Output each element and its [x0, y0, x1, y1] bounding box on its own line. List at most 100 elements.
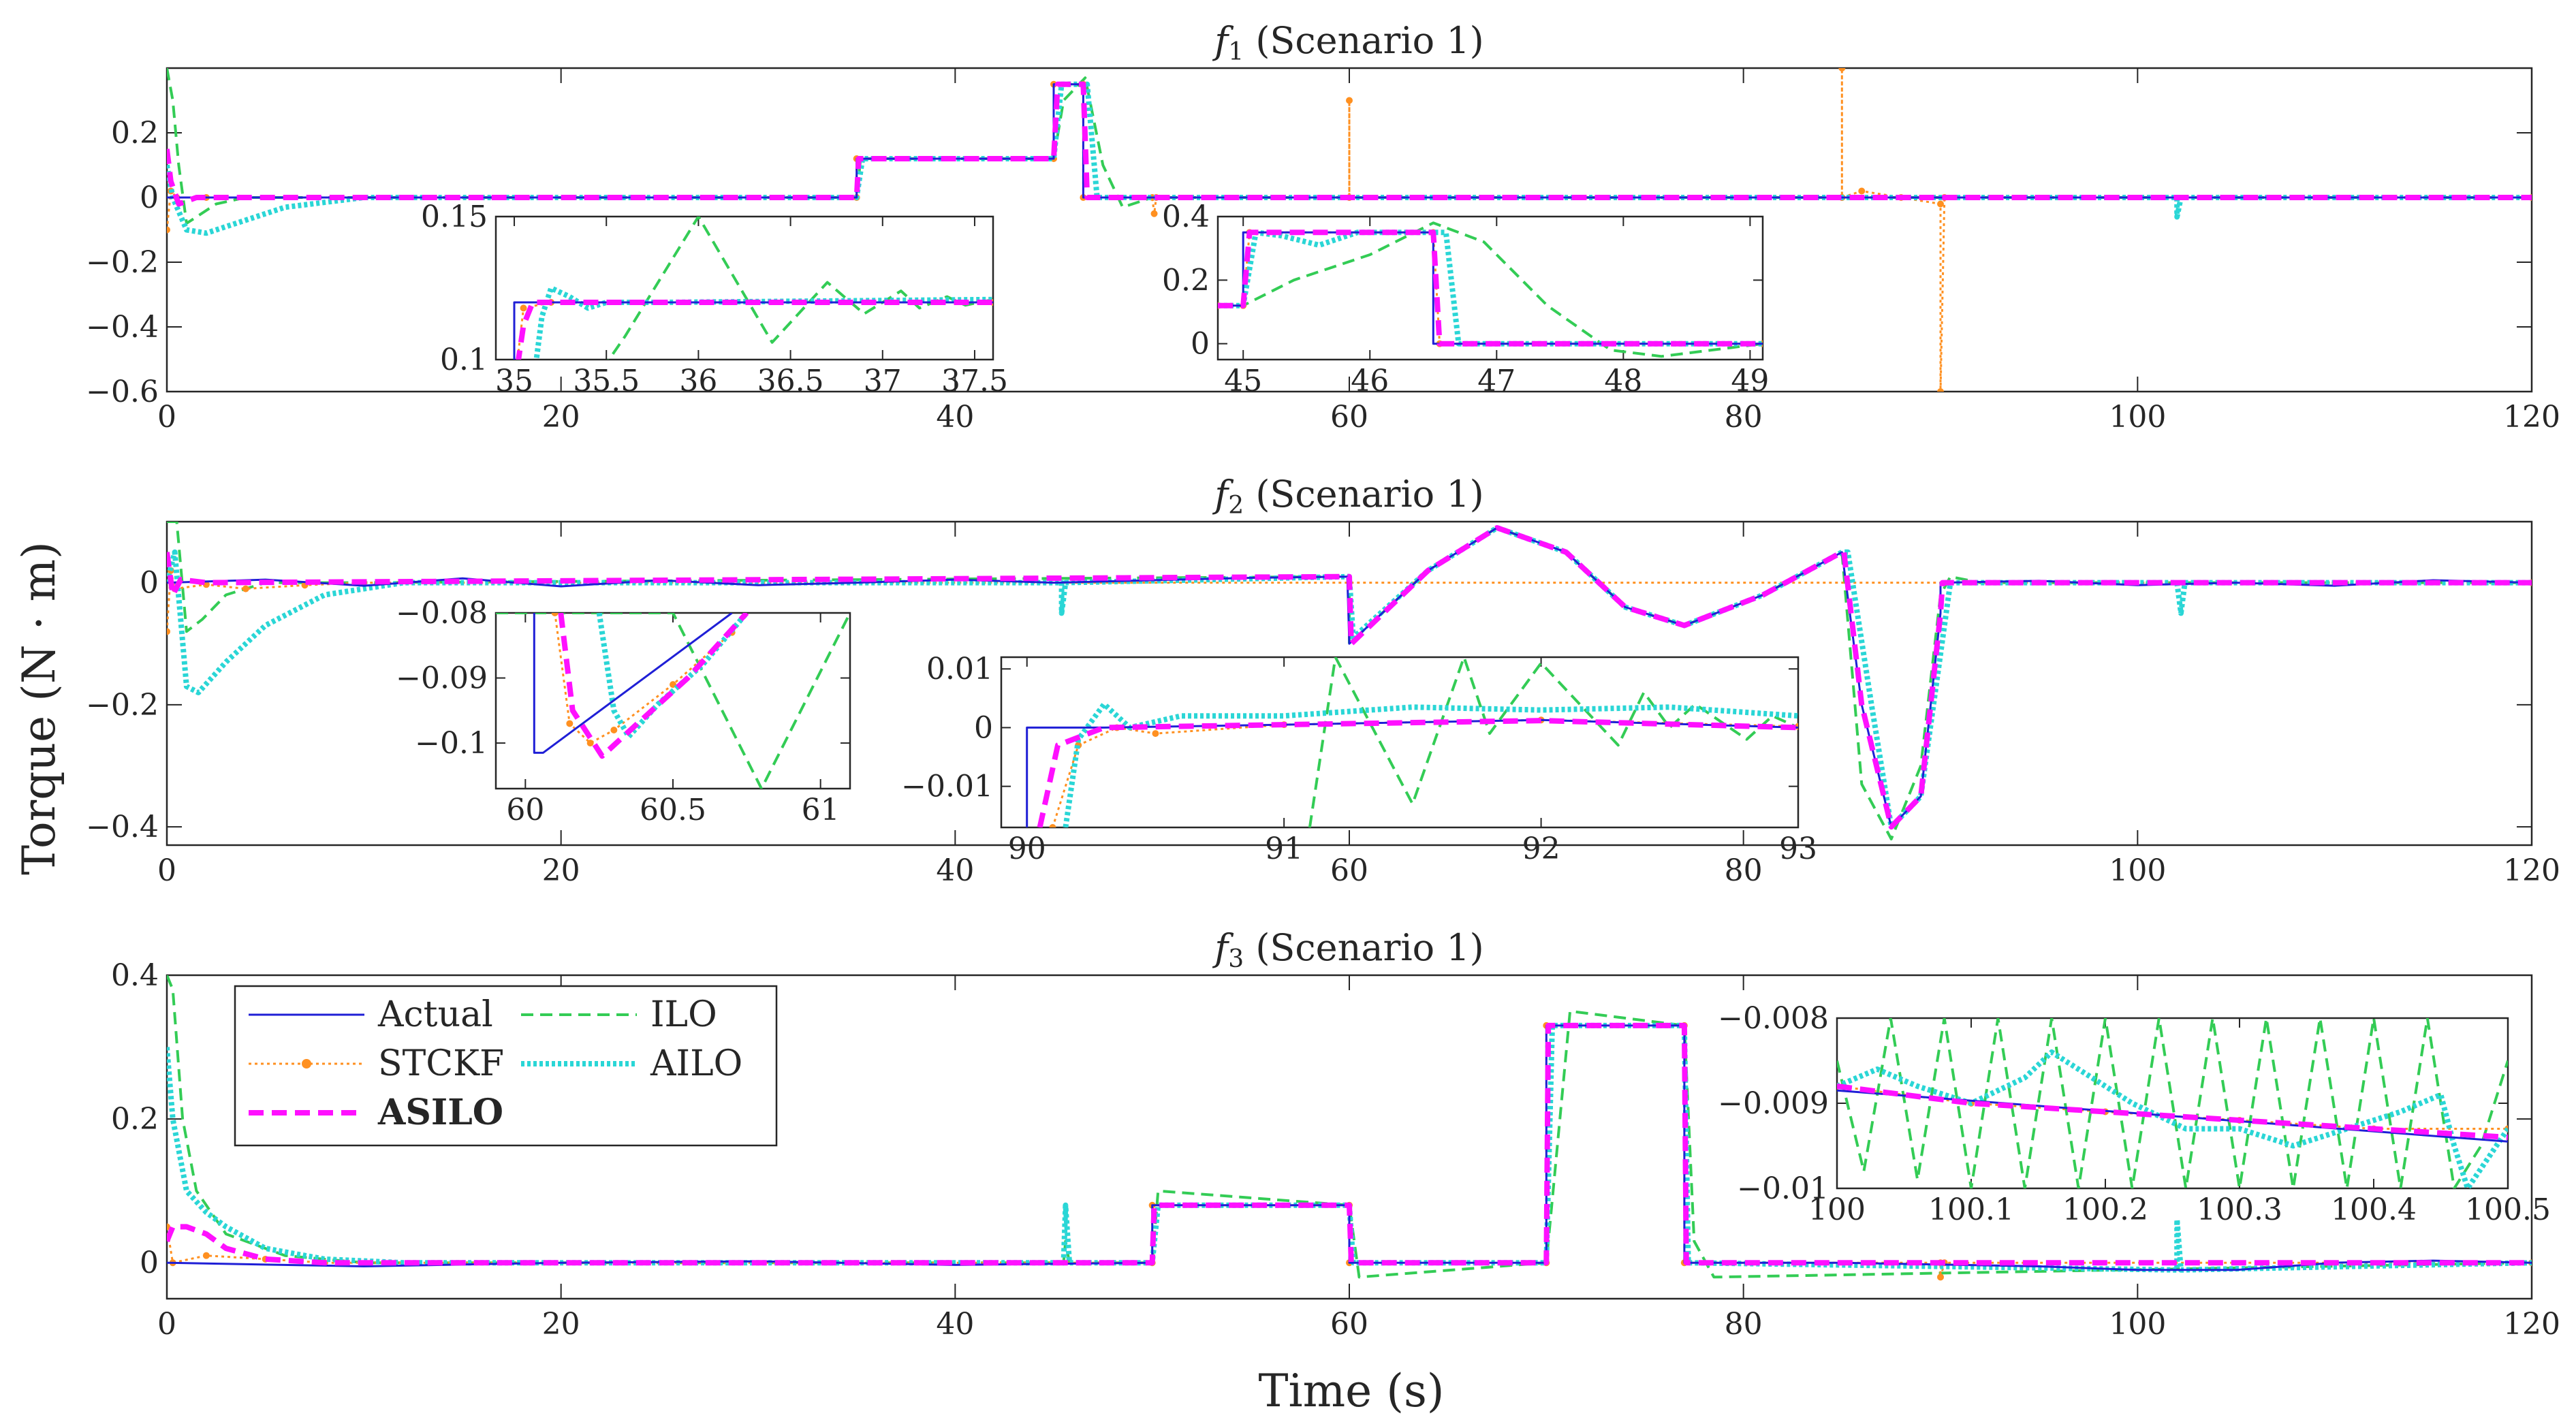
- panel-1-inset-1-ytick-label: 0.1: [440, 343, 488, 377]
- panel-2-inset-1-series-stckf: [554, 613, 733, 744]
- panel-1-inset-2-ytick-label: 0: [1191, 327, 1210, 362]
- panel-1-series-group: [167, 68, 2532, 392]
- panel-3-series-group: [167, 975, 2532, 1281]
- panel-3-xtick-label: 80: [1725, 1307, 1763, 1342]
- panel-2-stckf-marker: [167, 628, 170, 635]
- panel-2-ytick-label: 0: [140, 566, 159, 601]
- panel-1-inset-1-series-group: [513, 217, 993, 360]
- panel-1-xtick-label: 120: [2503, 400, 2560, 434]
- panel-3-xtick-label: 0: [157, 1307, 176, 1342]
- panel-2-ytick-label: −0.4: [86, 810, 159, 844]
- panel-3-stckf-marker: [1937, 1273, 1944, 1281]
- panel-1-inset-2-xtick-label: 47: [1477, 364, 1515, 398]
- panel-2-inset-2: 90 91 92 93 0.01 0 −0.01: [901, 652, 1817, 866]
- legend: Actual ILO STCKF AILO ASILO: [234, 985, 778, 1147]
- panel-2-inset-1-series-ilo: [496, 613, 850, 789]
- panel-1-inset-1-series-asilo: [516, 300, 993, 360]
- legend-label-asilo: ASILO: [377, 1092, 503, 1133]
- panel-3-inset-1-xtick-label: 100.4: [2331, 1192, 2417, 1227]
- panel-2-inset-2-xtick-label: 91: [1265, 832, 1303, 866]
- panel-3-inset-1-series-ailo: [1837, 1049, 2508, 1188]
- panel-1-ytick-label: −0.6: [86, 375, 159, 409]
- panel-1-xtick-label: 40: [936, 400, 974, 434]
- legend-box: [234, 985, 778, 1147]
- panel-3-inset-1-ytick-label: −0.009: [1718, 1086, 1829, 1121]
- panel-2-inset-1-series-actual: [533, 613, 733, 754]
- panel-3-inset-1-xtick-label: 100.3: [2197, 1192, 2282, 1227]
- panel-1-inset-2-xtick-label: 45: [1224, 364, 1262, 398]
- panel-2-inset-1-frame: [494, 612, 851, 790]
- panel-2-inset-1-xtick-label: 61: [802, 793, 840, 827]
- panel-1-ytick-label: −0.4: [86, 310, 159, 345]
- panel-2-xtick-label: 40: [936, 853, 974, 888]
- legend-label-ilo: ILO: [650, 994, 717, 1035]
- panel-3-ytick-label: 0: [140, 1246, 159, 1280]
- panel-1-inset-1-xtick-label: 36: [679, 364, 717, 398]
- panel-1-inset-2-xtick-label: 49: [1731, 364, 1769, 398]
- panel-3-xtick-label: 20: [542, 1307, 580, 1342]
- panel-1-inset-2-series-group: [1218, 221, 1763, 358]
- panel-1-inset-2-xtick-label: 46: [1351, 364, 1389, 398]
- panel-2-inset-1-ytick-label: −0.08: [396, 596, 488, 631]
- panel-1-inset-1-xtick-label: 35: [495, 364, 533, 398]
- panel-1-stckf-marker: [1937, 388, 1944, 392]
- panel-1-title-text: (Scenario 1): [1244, 19, 1484, 62]
- panel-2-inset-1-stckf-marker: [586, 740, 594, 747]
- panel-3-inset-1: 100 100.1 100.2 100.3 100.4 100.5 −0.008 −0.009…: [1718, 1001, 2551, 1227]
- panel-2-inset-2-ytick-label: 0.01: [926, 652, 993, 686]
- panel-2-inset-1-stckf-marker: [551, 613, 559, 616]
- panel-1: 0 20 40 60 80 100 120 0.2 0 −0.2 −0.4 −0.6 f1 (Scena…: [86, 19, 2560, 434]
- panel-1-inset-1-frame: [494, 215, 994, 361]
- panel-1-inset-1-xtick-label: 37: [864, 364, 902, 398]
- panel-3-series-asilo: [167, 1022, 2532, 1266]
- legend-label-stckf: STCKF: [378, 1043, 504, 1084]
- panel-2-inset-2-ytick-label: −0.01: [901, 770, 993, 804]
- panel-3-inset-1-ytick-label: −0.008: [1718, 1001, 1829, 1036]
- panel-1-title: f1 (Scenario 1): [1212, 19, 1484, 66]
- x-axis-label: Time (s): [1258, 1365, 1444, 1417]
- panel-1-ytick-label: 0: [140, 180, 159, 215]
- panel-2-inset-2-stckf-marker: [1152, 730, 1159, 738]
- panel-1-xtick-label: 80: [1725, 400, 1763, 434]
- panel-2-inset-2-xtick-label: 92: [1522, 832, 1560, 866]
- legend-label-actual: Actual: [377, 994, 493, 1035]
- panel-2-inset-2-xtick-label: 93: [1779, 832, 1817, 866]
- panel-2-title-subscript: 2: [1228, 492, 1244, 520]
- panel-3-inset-1-xtick-label: 100.2: [2062, 1192, 2148, 1227]
- panel-1-stckf-marker: [1838, 68, 1846, 72]
- panel-1-series-ilo: [167, 68, 2532, 225]
- panel-3-title-subscript: 3: [1228, 945, 1244, 973]
- panel-1-inset-2-ytick-label: 0.4: [1162, 200, 1210, 234]
- panel-2-ytick-label: −0.2: [86, 688, 159, 723]
- panel-2-inset-1-series-asilo: [558, 613, 749, 759]
- panel-1-stckf-marker: [167, 226, 170, 234]
- panel-1-inset-1-xtick-label: 35.5: [573, 364, 640, 398]
- panel-3-ytick-label: 0.4: [111, 958, 159, 993]
- panel-2-xtick-label: 120: [2503, 853, 2560, 888]
- panel-3-inset-1-xtick-label: 100: [1808, 1192, 1866, 1227]
- panel-1-series-asilo: [167, 81, 2532, 207]
- panel-2-inset-2-series-ailo: [1063, 701, 1798, 827]
- panel-1-inset-2-series-ilo: [1218, 221, 1763, 358]
- panel-3-stckf-marker: [202, 1252, 210, 1259]
- panel-2-inset-1-series-ailo: [596, 613, 749, 740]
- panel-2-inset-2-series-group: [1026, 657, 1798, 827]
- panel-1-xtick-label: 0: [157, 400, 176, 434]
- panel-1-inset-2: 45 46 47 48 49 0.4 0.2 0: [1162, 200, 1769, 398]
- panel-2-xtick-label: 80: [1725, 853, 1763, 888]
- panel-1-stckf-marker: [1858, 187, 1866, 195]
- panel-2-inset-2-frame: [1000, 656, 1800, 829]
- panel-2-inset-2-xtick-label: 90: [1008, 832, 1046, 866]
- panel-2-inset-1-stckf-marker: [566, 720, 574, 727]
- panel-1-series-ailo: [167, 81, 2532, 236]
- panel-2-inset-1-xtick-label: 60: [506, 793, 544, 827]
- panel-1-inset-1-xtick-label: 36.5: [757, 364, 824, 398]
- panel-3-title: f3 (Scenario 1): [1212, 926, 1484, 973]
- panel-2-inset-1-ytick-label: −0.1: [415, 726, 488, 761]
- panel-1-stckf-marker: [1937, 200, 1944, 208]
- legend-marker-stckf: [302, 1059, 311, 1069]
- panel-2-inset-1-stckf-marker: [610, 727, 618, 733]
- panel-3-inset-1-xtick-label: 100.1: [1928, 1192, 2014, 1227]
